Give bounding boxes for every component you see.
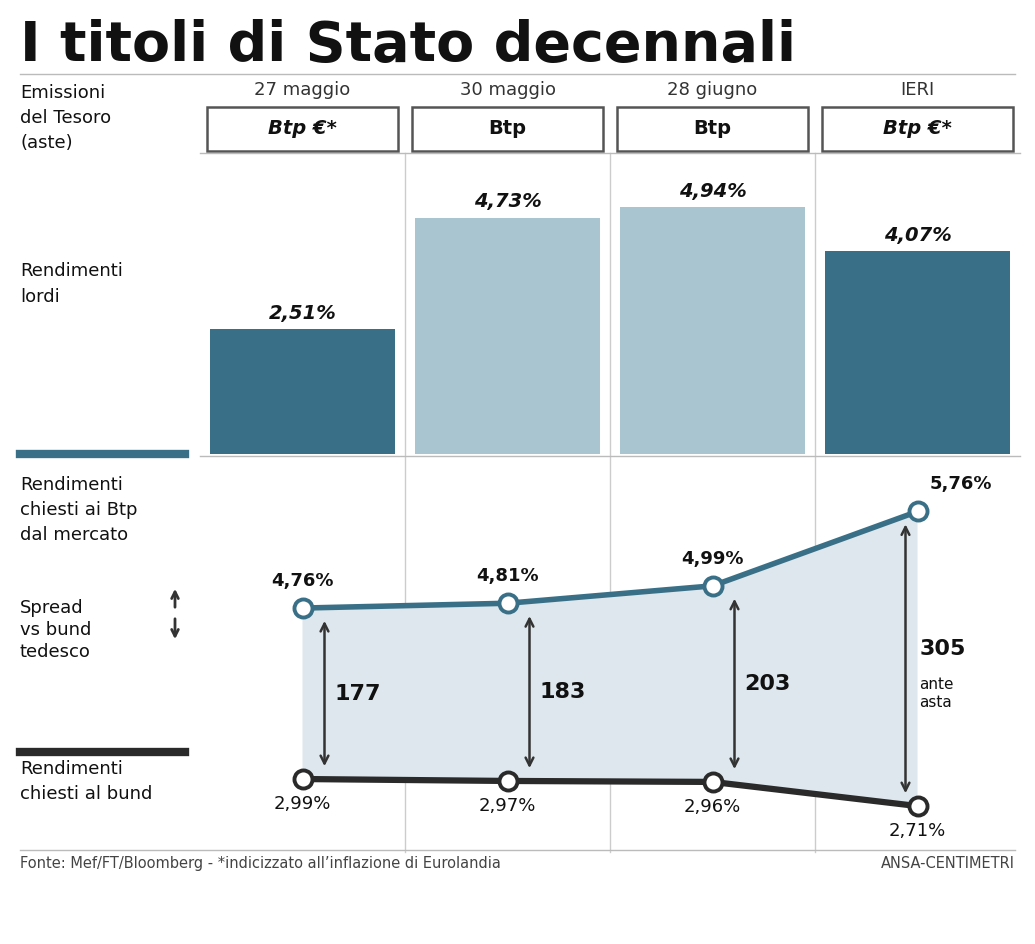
Text: IERI: IERI — [900, 81, 935, 99]
Text: ante
asta: ante asta — [919, 677, 954, 711]
Text: Rendimenti
chiesti ai Btp
dal mercato: Rendimenti chiesti ai Btp dal mercato — [20, 476, 138, 544]
Polygon shape — [302, 512, 917, 806]
Text: Btp: Btp — [693, 120, 732, 139]
Text: 4,76%: 4,76% — [271, 572, 333, 590]
Text: 27 maggio: 27 maggio — [255, 81, 351, 99]
Text: 28 giugno: 28 giugno — [668, 81, 758, 99]
Text: 4,99%: 4,99% — [681, 549, 744, 568]
Text: I titoli di Stato decennali: I titoli di Stato decennali — [20, 19, 796, 73]
Text: 2,96%: 2,96% — [684, 798, 741, 816]
Text: 2,99%: 2,99% — [274, 795, 331, 813]
Text: Btp €*: Btp €* — [883, 120, 952, 139]
Bar — [617, 107, 808, 151]
Text: 2,71%: 2,71% — [889, 822, 946, 840]
Text: 203: 203 — [744, 674, 791, 694]
Text: Fonte: Mef/FT/Bloomberg - *indicizzato all’inflazione di Eurolandia: Fonte: Mef/FT/Bloomberg - *indicizzato a… — [20, 856, 501, 871]
Text: ANSA-CENTIMETRI: ANSA-CENTIMETRI — [881, 856, 1015, 871]
Text: 30 maggio: 30 maggio — [460, 81, 556, 99]
Text: Spread: Spread — [20, 599, 84, 617]
Text: Emissioni
del Tesoro
(aste): Emissioni del Tesoro (aste) — [20, 84, 111, 152]
Bar — [825, 250, 1010, 454]
Text: 183: 183 — [539, 683, 586, 702]
Text: 2,97%: 2,97% — [479, 797, 536, 815]
Text: 4,94%: 4,94% — [679, 182, 746, 201]
Text: Btp: Btp — [489, 120, 527, 139]
Text: vs bund: vs bund — [20, 621, 91, 639]
Bar — [822, 107, 1013, 151]
Text: 2,51%: 2,51% — [269, 304, 336, 323]
Bar — [412, 107, 603, 151]
Text: Rendimenti
chiesti al bund: Rendimenti chiesti al bund — [20, 760, 152, 803]
Bar — [620, 207, 805, 454]
Text: Rendimenti
lordi: Rendimenti lordi — [20, 262, 123, 306]
Text: 305: 305 — [919, 639, 966, 659]
Bar — [210, 329, 395, 454]
Text: 4,81%: 4,81% — [476, 567, 539, 585]
Bar — [207, 107, 398, 151]
Text: 5,76%: 5,76% — [929, 476, 992, 494]
Bar — [415, 217, 600, 454]
Text: Btp €*: Btp €* — [268, 120, 337, 139]
Text: 4,73%: 4,73% — [474, 193, 541, 211]
Text: tedesco: tedesco — [20, 643, 91, 661]
Text: 4,07%: 4,07% — [884, 226, 951, 244]
Text: 177: 177 — [334, 683, 381, 703]
